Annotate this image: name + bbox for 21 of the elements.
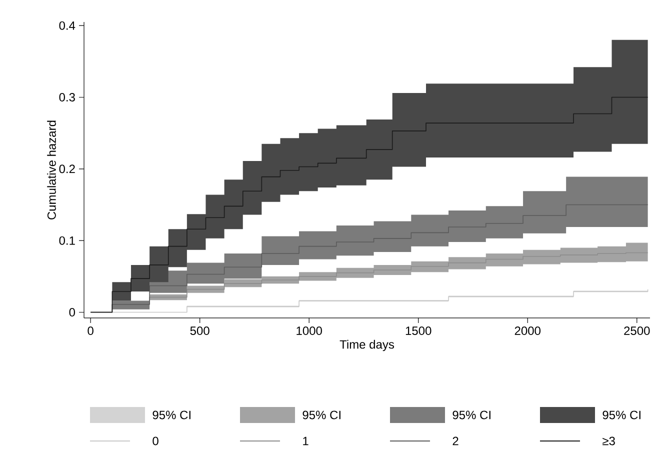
x-tick-label: 0 (88, 326, 94, 336)
x-tick-label: 1000 (296, 326, 322, 336)
text: 95% CI (602, 410, 640, 420)
legend-label: 2 (452, 436, 458, 446)
y-tick-label: 0.3 (59, 93, 75, 102)
x-tick-label: 2500 (624, 326, 650, 336)
text: 95% CI (452, 410, 490, 420)
x-tick-label: 2000 (514, 326, 540, 336)
x-tick-label: 1500 (406, 326, 432, 336)
y-tick-label: 0 (69, 308, 76, 316)
text: 95% CI (302, 410, 340, 420)
x-axis-title: Time days (340, 340, 394, 352)
y-tick-label: 0.1 (59, 236, 75, 245)
x-tick-label: 500 (190, 326, 210, 336)
y-axis-title: Cumulative hazard (47, 120, 56, 220)
text: 95% CI (152, 410, 190, 420)
y-tick-label: 0.4 (59, 21, 76, 30)
legend-label: 1 (303, 436, 308, 446)
y-tick-label: 0.2 (59, 164, 75, 174)
legend-label: ≥3 (602, 436, 615, 446)
legend-label: 0 (152, 436, 158, 446)
